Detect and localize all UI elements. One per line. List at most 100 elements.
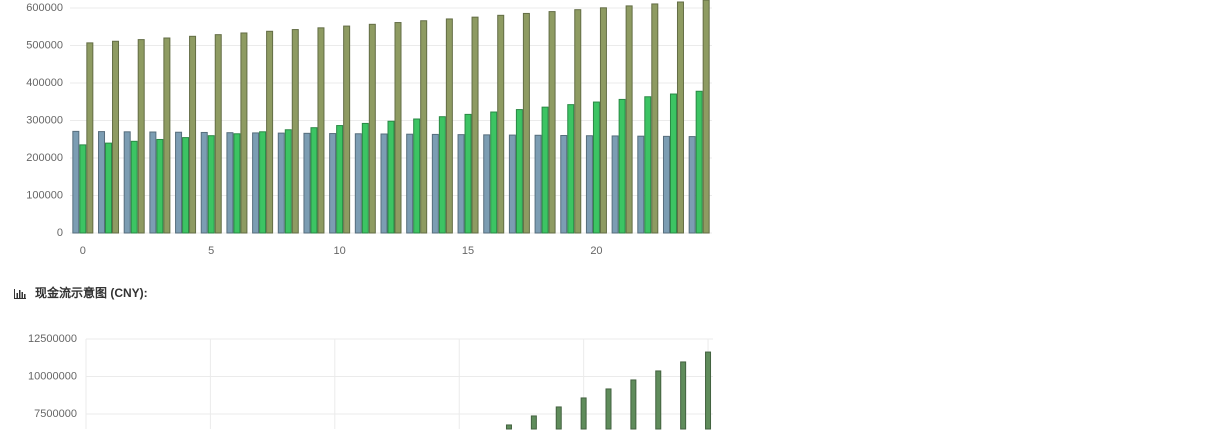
- bar: [105, 142, 113, 234]
- bar: [368, 23, 376, 234]
- bar: [98, 131, 106, 234]
- bar: [457, 134, 465, 234]
- bar: [688, 136, 696, 234]
- bar: [490, 111, 498, 234]
- y-tick-label: 10000000: [28, 370, 77, 382]
- bar: [438, 116, 446, 234]
- bar: [394, 22, 402, 234]
- bar: [361, 122, 369, 234]
- bar: [329, 133, 337, 234]
- bar: [669, 93, 677, 234]
- bar: [259, 131, 267, 234]
- bar: [175, 131, 183, 234]
- bar: [676, 1, 684, 234]
- bar: [163, 37, 171, 234]
- bar: [266, 30, 274, 234]
- bar: [585, 135, 593, 234]
- bar: [207, 135, 215, 234]
- bar: [156, 138, 164, 234]
- x-tick-label: 0: [80, 245, 86, 257]
- bar: [555, 406, 562, 430]
- bar: [387, 120, 395, 234]
- bar: [705, 351, 712, 430]
- bar: [580, 397, 587, 430]
- y-tick-label: 0: [57, 227, 63, 239]
- bar: [637, 135, 645, 234]
- bar: [343, 25, 351, 234]
- bar: [413, 118, 421, 234]
- bar: [530, 415, 537, 430]
- bar: [380, 133, 388, 234]
- x-tick-label: 10: [334, 245, 346, 257]
- y-tick-label: 300000: [26, 114, 63, 126]
- bar: [240, 32, 248, 234]
- bar: [625, 5, 633, 234]
- bar: [200, 131, 208, 234]
- bar: [471, 16, 479, 234]
- bar: [611, 135, 619, 234]
- bar: [515, 109, 523, 234]
- bar: [445, 18, 453, 234]
- bar: [680, 361, 687, 430]
- bar: [497, 14, 505, 234]
- bar: [291, 29, 299, 234]
- bar: [226, 132, 234, 234]
- y-tick-label: 100000: [26, 189, 63, 201]
- y-tick-label: 200000: [26, 152, 63, 164]
- bar: [567, 104, 575, 234]
- section-title: 现金流示意图 (CNY):: [35, 285, 148, 300]
- y-tick-label: 400000: [26, 77, 63, 89]
- bar: [560, 135, 568, 234]
- bar: [86, 42, 94, 234]
- bar: [618, 98, 626, 234]
- bar: [483, 134, 491, 234]
- bar: [123, 131, 131, 234]
- bar: [310, 127, 318, 234]
- y-tick-label: 7500000: [34, 408, 77, 420]
- bar: [303, 132, 311, 234]
- bar: [189, 35, 197, 234]
- bar: [277, 132, 285, 234]
- x-tick-label: 5: [208, 245, 214, 257]
- bar: [252, 132, 260, 234]
- bar: [137, 39, 145, 234]
- bar: [182, 137, 190, 234]
- bar: [630, 379, 637, 430]
- bar: [214, 34, 222, 234]
- bar: [420, 20, 428, 234]
- bar: [130, 140, 138, 234]
- bar: [662, 135, 670, 234]
- y-tick-label: 500000: [26, 39, 63, 51]
- y-tick-label: 12500000: [28, 333, 77, 345]
- bar: [605, 388, 612, 430]
- bar: [592, 101, 600, 234]
- bar: [72, 130, 80, 234]
- bar: [431, 133, 439, 234]
- bar: [406, 133, 414, 234]
- bar: [655, 370, 662, 430]
- bar: [233, 133, 241, 234]
- bar: [522, 12, 530, 234]
- bar: [651, 3, 659, 234]
- bar: [336, 125, 344, 234]
- bar: [79, 144, 87, 234]
- x-tick-label: 20: [590, 245, 602, 257]
- bar: [644, 96, 652, 234]
- x-tick-label: 15: [462, 245, 474, 257]
- bar: [534, 134, 542, 234]
- bar: [574, 9, 582, 234]
- bar: [317, 27, 325, 234]
- bar: [112, 40, 120, 234]
- bar: [541, 106, 549, 234]
- y-tick-label: 600000: [26, 2, 63, 14]
- bar: [599, 7, 607, 234]
- bar: [548, 11, 556, 234]
- bar: [508, 134, 516, 234]
- bar: [695, 90, 703, 234]
- bar: [464, 113, 472, 234]
- bar: [505, 424, 512, 430]
- bar: [354, 133, 362, 234]
- bar: [149, 131, 157, 234]
